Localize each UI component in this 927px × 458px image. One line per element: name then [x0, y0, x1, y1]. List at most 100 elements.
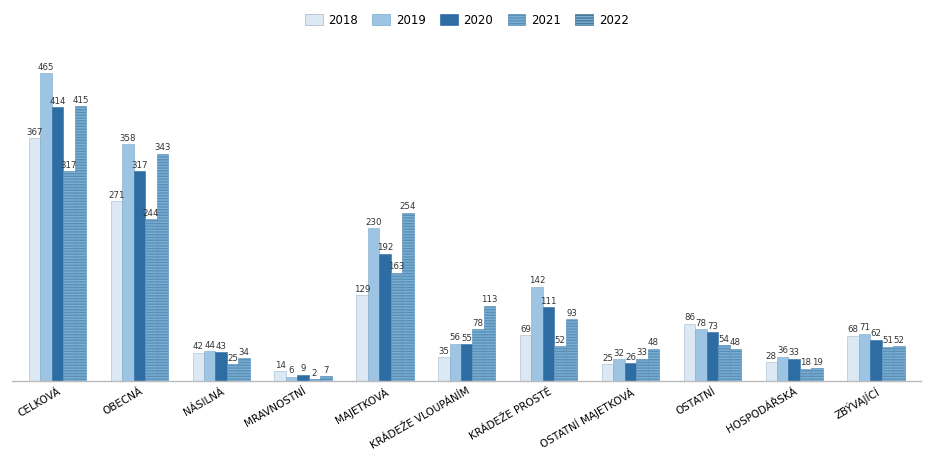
Bar: [799, 369, 810, 381]
Text: 113: 113: [481, 295, 498, 305]
Bar: [227, 364, 238, 381]
Bar: [531, 287, 542, 381]
Bar: [438, 357, 449, 381]
Bar: [776, 357, 788, 381]
Text: 78: 78: [694, 319, 705, 327]
Bar: [204, 351, 215, 381]
Bar: [729, 349, 740, 381]
Text: 6: 6: [288, 366, 294, 375]
Text: 52: 52: [554, 336, 565, 345]
Text: 86: 86: [683, 313, 694, 322]
Bar: [613, 360, 624, 381]
Bar: [122, 144, 133, 381]
Bar: [683, 324, 694, 381]
Bar: [461, 344, 472, 381]
Text: 35: 35: [438, 347, 449, 356]
Bar: [881, 347, 893, 381]
Text: 414: 414: [49, 97, 66, 105]
Text: 14: 14: [274, 361, 286, 370]
Text: 33: 33: [788, 349, 799, 357]
Bar: [788, 359, 799, 381]
Bar: [553, 346, 565, 381]
Bar: [390, 273, 401, 381]
Bar: [145, 219, 157, 381]
Legend: 2018, 2019, 2020, 2021, 2022: 2018, 2019, 2020, 2021, 2022: [299, 9, 633, 31]
Text: 254: 254: [400, 202, 415, 211]
Text: 230: 230: [365, 218, 381, 227]
Bar: [192, 353, 204, 381]
Bar: [893, 346, 904, 381]
Text: 358: 358: [120, 134, 136, 142]
Bar: [810, 368, 822, 381]
Text: 129: 129: [353, 285, 370, 294]
Text: 48: 48: [647, 338, 658, 348]
Bar: [52, 107, 63, 381]
Text: 32: 32: [613, 349, 624, 358]
Text: 54: 54: [717, 334, 729, 344]
Bar: [624, 363, 636, 381]
Text: 68: 68: [846, 325, 857, 334]
Text: 28: 28: [765, 352, 776, 361]
Text: 7: 7: [323, 365, 328, 375]
Bar: [238, 358, 249, 381]
Text: 18: 18: [799, 358, 810, 367]
Bar: [542, 307, 553, 381]
Text: 93: 93: [565, 309, 577, 318]
Bar: [74, 106, 86, 381]
Text: 317: 317: [131, 161, 147, 169]
Bar: [857, 333, 870, 381]
Text: 48: 48: [729, 338, 740, 348]
Bar: [63, 171, 74, 381]
Bar: [705, 332, 717, 381]
Text: 343: 343: [154, 143, 171, 153]
Bar: [40, 73, 52, 381]
Bar: [647, 349, 658, 381]
Bar: [133, 171, 145, 381]
Text: 55: 55: [461, 334, 472, 343]
Text: 317: 317: [60, 161, 77, 169]
Bar: [157, 154, 168, 381]
Bar: [636, 359, 647, 381]
Bar: [694, 329, 705, 381]
Bar: [565, 319, 577, 381]
Bar: [286, 376, 297, 381]
Text: 43: 43: [215, 342, 226, 351]
Bar: [29, 138, 40, 381]
Text: 367: 367: [26, 128, 43, 136]
Text: 2: 2: [311, 369, 317, 378]
Text: 192: 192: [376, 243, 393, 252]
Bar: [483, 306, 495, 381]
Text: 71: 71: [858, 323, 870, 332]
Bar: [602, 364, 613, 381]
Text: 36: 36: [777, 346, 787, 355]
Text: 25: 25: [227, 354, 238, 363]
Text: 465: 465: [38, 63, 54, 72]
Text: 25: 25: [602, 354, 613, 363]
Bar: [765, 362, 776, 381]
Text: 19: 19: [811, 358, 821, 367]
Bar: [379, 254, 390, 381]
Bar: [472, 329, 483, 381]
Text: 42: 42: [193, 343, 204, 351]
Text: 142: 142: [528, 276, 545, 285]
Bar: [846, 336, 857, 381]
Bar: [110, 202, 122, 381]
Text: 271: 271: [108, 191, 124, 200]
Text: 78: 78: [472, 319, 483, 327]
Bar: [297, 375, 309, 381]
Text: 244: 244: [143, 209, 159, 218]
Text: 51: 51: [881, 337, 892, 345]
Text: 69: 69: [520, 325, 530, 333]
Bar: [401, 213, 413, 381]
Text: 34: 34: [238, 348, 249, 357]
Text: 44: 44: [204, 341, 215, 350]
Text: 9: 9: [300, 364, 305, 373]
Bar: [320, 376, 331, 381]
Bar: [367, 229, 379, 381]
Bar: [519, 335, 531, 381]
Bar: [309, 379, 320, 381]
Text: 62: 62: [870, 329, 881, 338]
Bar: [356, 295, 367, 381]
Text: 56: 56: [450, 333, 461, 342]
Bar: [717, 345, 729, 381]
